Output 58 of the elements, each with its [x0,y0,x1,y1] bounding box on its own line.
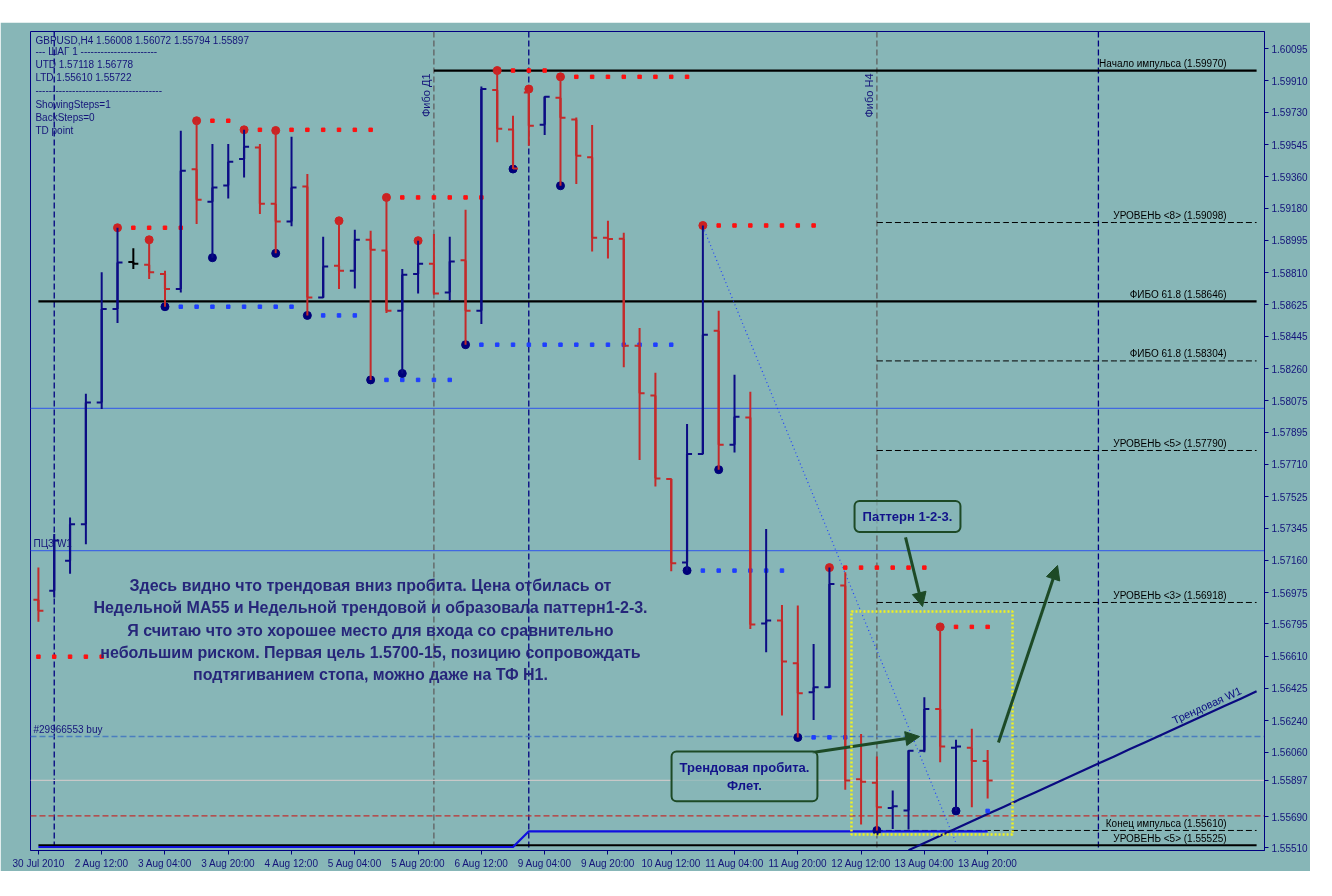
x-tick-label: 3 Aug 20:00 [201,857,256,869]
y-tick-label: 1.55510 [1271,842,1309,854]
y-tick-label: 1.58075 [1271,395,1309,407]
y-tick-label: 1.56795 [1271,618,1309,630]
x-tick-label: 5 Aug 04:00 [327,857,382,869]
annotation: Паттерн 1-2-3. [862,509,953,525]
x-tick-label: 9 Aug 20:00 [580,857,635,869]
x-tick-label: 6 Aug 12:00 [454,857,509,869]
y-tick-label: 1.59360 [1271,171,1309,183]
series-label: Конец импульса (1.55610) [1105,817,1227,829]
y-tick-label: 1.59545 [1271,139,1309,151]
y-tick-label: 1.56240 [1271,715,1309,727]
series-label: УРОВЕНЬ <8> (1.59098) [1113,210,1227,222]
annotation: --- ШАГ 1 ----------------------- UTD 1.57118 1.56778 LTD 1.55610 1.55722 -------------------------------------- ShowingSteps=1 BackSteps=0 TD point [35,45,162,137]
series-label: ФИБО 61.8 (1.58646) [1129,288,1227,300]
annotation: Трендовая пробита. Флет. [679,759,810,794]
ref-line-label: #29966553 buy [33,724,103,736]
y-tick-label: 1.58625 [1271,299,1309,311]
y-tick-label: 1.58445 [1271,331,1309,343]
annotation: Здесь видно что трендовая вниз пробита. Цена отбилась от Недельной МА55 и Недельной трендовой и образовала паттерн1-2-3. Я считаю что это хорошее место для входа со сравнительно небольшим риском. Первая цель 1.5700-15, позицию сопровождать подтягиванием стопа, можно даже на ТФ Н1. [93,577,648,683]
series-label: УРОВЕНЬ <5> (1.55525) [1113,832,1227,844]
x-tick-label: 11 Aug 20:00 [768,857,828,869]
chart-title: GBPUSD,H4 1.56008 1.56072 1.55794 1.55897 [35,34,250,46]
series-label: Начало импульса (1.59970) [1099,58,1227,70]
x-tick-label: 10 Aug 12:00 [641,857,701,869]
series-label: УРОВЕНЬ <3> (1.56918) [1113,589,1227,601]
y-tick-label: 1.59910 [1271,76,1309,87]
x-tick-label: 5 Aug 20:00 [391,857,445,869]
series-label: ФИБО 61.8 (1.58304) [1129,348,1227,360]
x-tick-label: 9 Aug 04:00 [517,857,572,869]
x-tick-label: 13 Aug 20:00 [957,857,1018,869]
y-tick-label: 1.56610 [1271,651,1309,663]
y-tick-label: 1.59180 [1271,203,1309,215]
y-tick-label: 1.56975 [1271,587,1309,599]
x-tick-label: 4 Aug 12:00 [264,857,319,869]
y-tick-label: 1.57895 [1271,427,1309,439]
annotation: Фибо H4 [862,73,875,118]
x-tick-label: 3 Aug 04:00 [138,857,192,869]
y-tick-label: 1.56060 [1271,747,1309,759]
y-tick-label: 1.58810 [1271,267,1309,279]
x-tick-label: 2 Aug 12:00 [74,857,129,869]
annotation: Фибо Д1 [419,73,432,118]
y-tick-label: 1.56425 [1271,683,1309,695]
y-tick-label: 1.55690 [1271,811,1309,823]
y-tick-label: 1.55897 [1271,775,1309,787]
x-tick-label: 12 Aug 12:00 [831,857,891,869]
y-tick-label: 1.57525 [1271,491,1309,503]
x-tick-label: 11 Aug 04:00 [705,857,764,869]
y-tick-label: 1.59730 [1271,107,1309,119]
x-tick-label: 13 Aug 04:00 [894,857,954,869]
y-tick-label: 1.58995 [1271,235,1309,247]
y-tick-label: 1.58260 [1271,363,1309,375]
y-tick-label: 1.57160 [1271,555,1309,567]
y-tick-label: 1.57710 [1271,459,1309,471]
x-tick-label: 30 Jul 2010 [12,857,65,869]
y-tick-label: 1.60095 [1271,43,1309,55]
series-label: УРОВЕНЬ <5> (1.57790) [1113,438,1227,449]
y-tick-label: 1.57345 [1271,523,1309,535]
